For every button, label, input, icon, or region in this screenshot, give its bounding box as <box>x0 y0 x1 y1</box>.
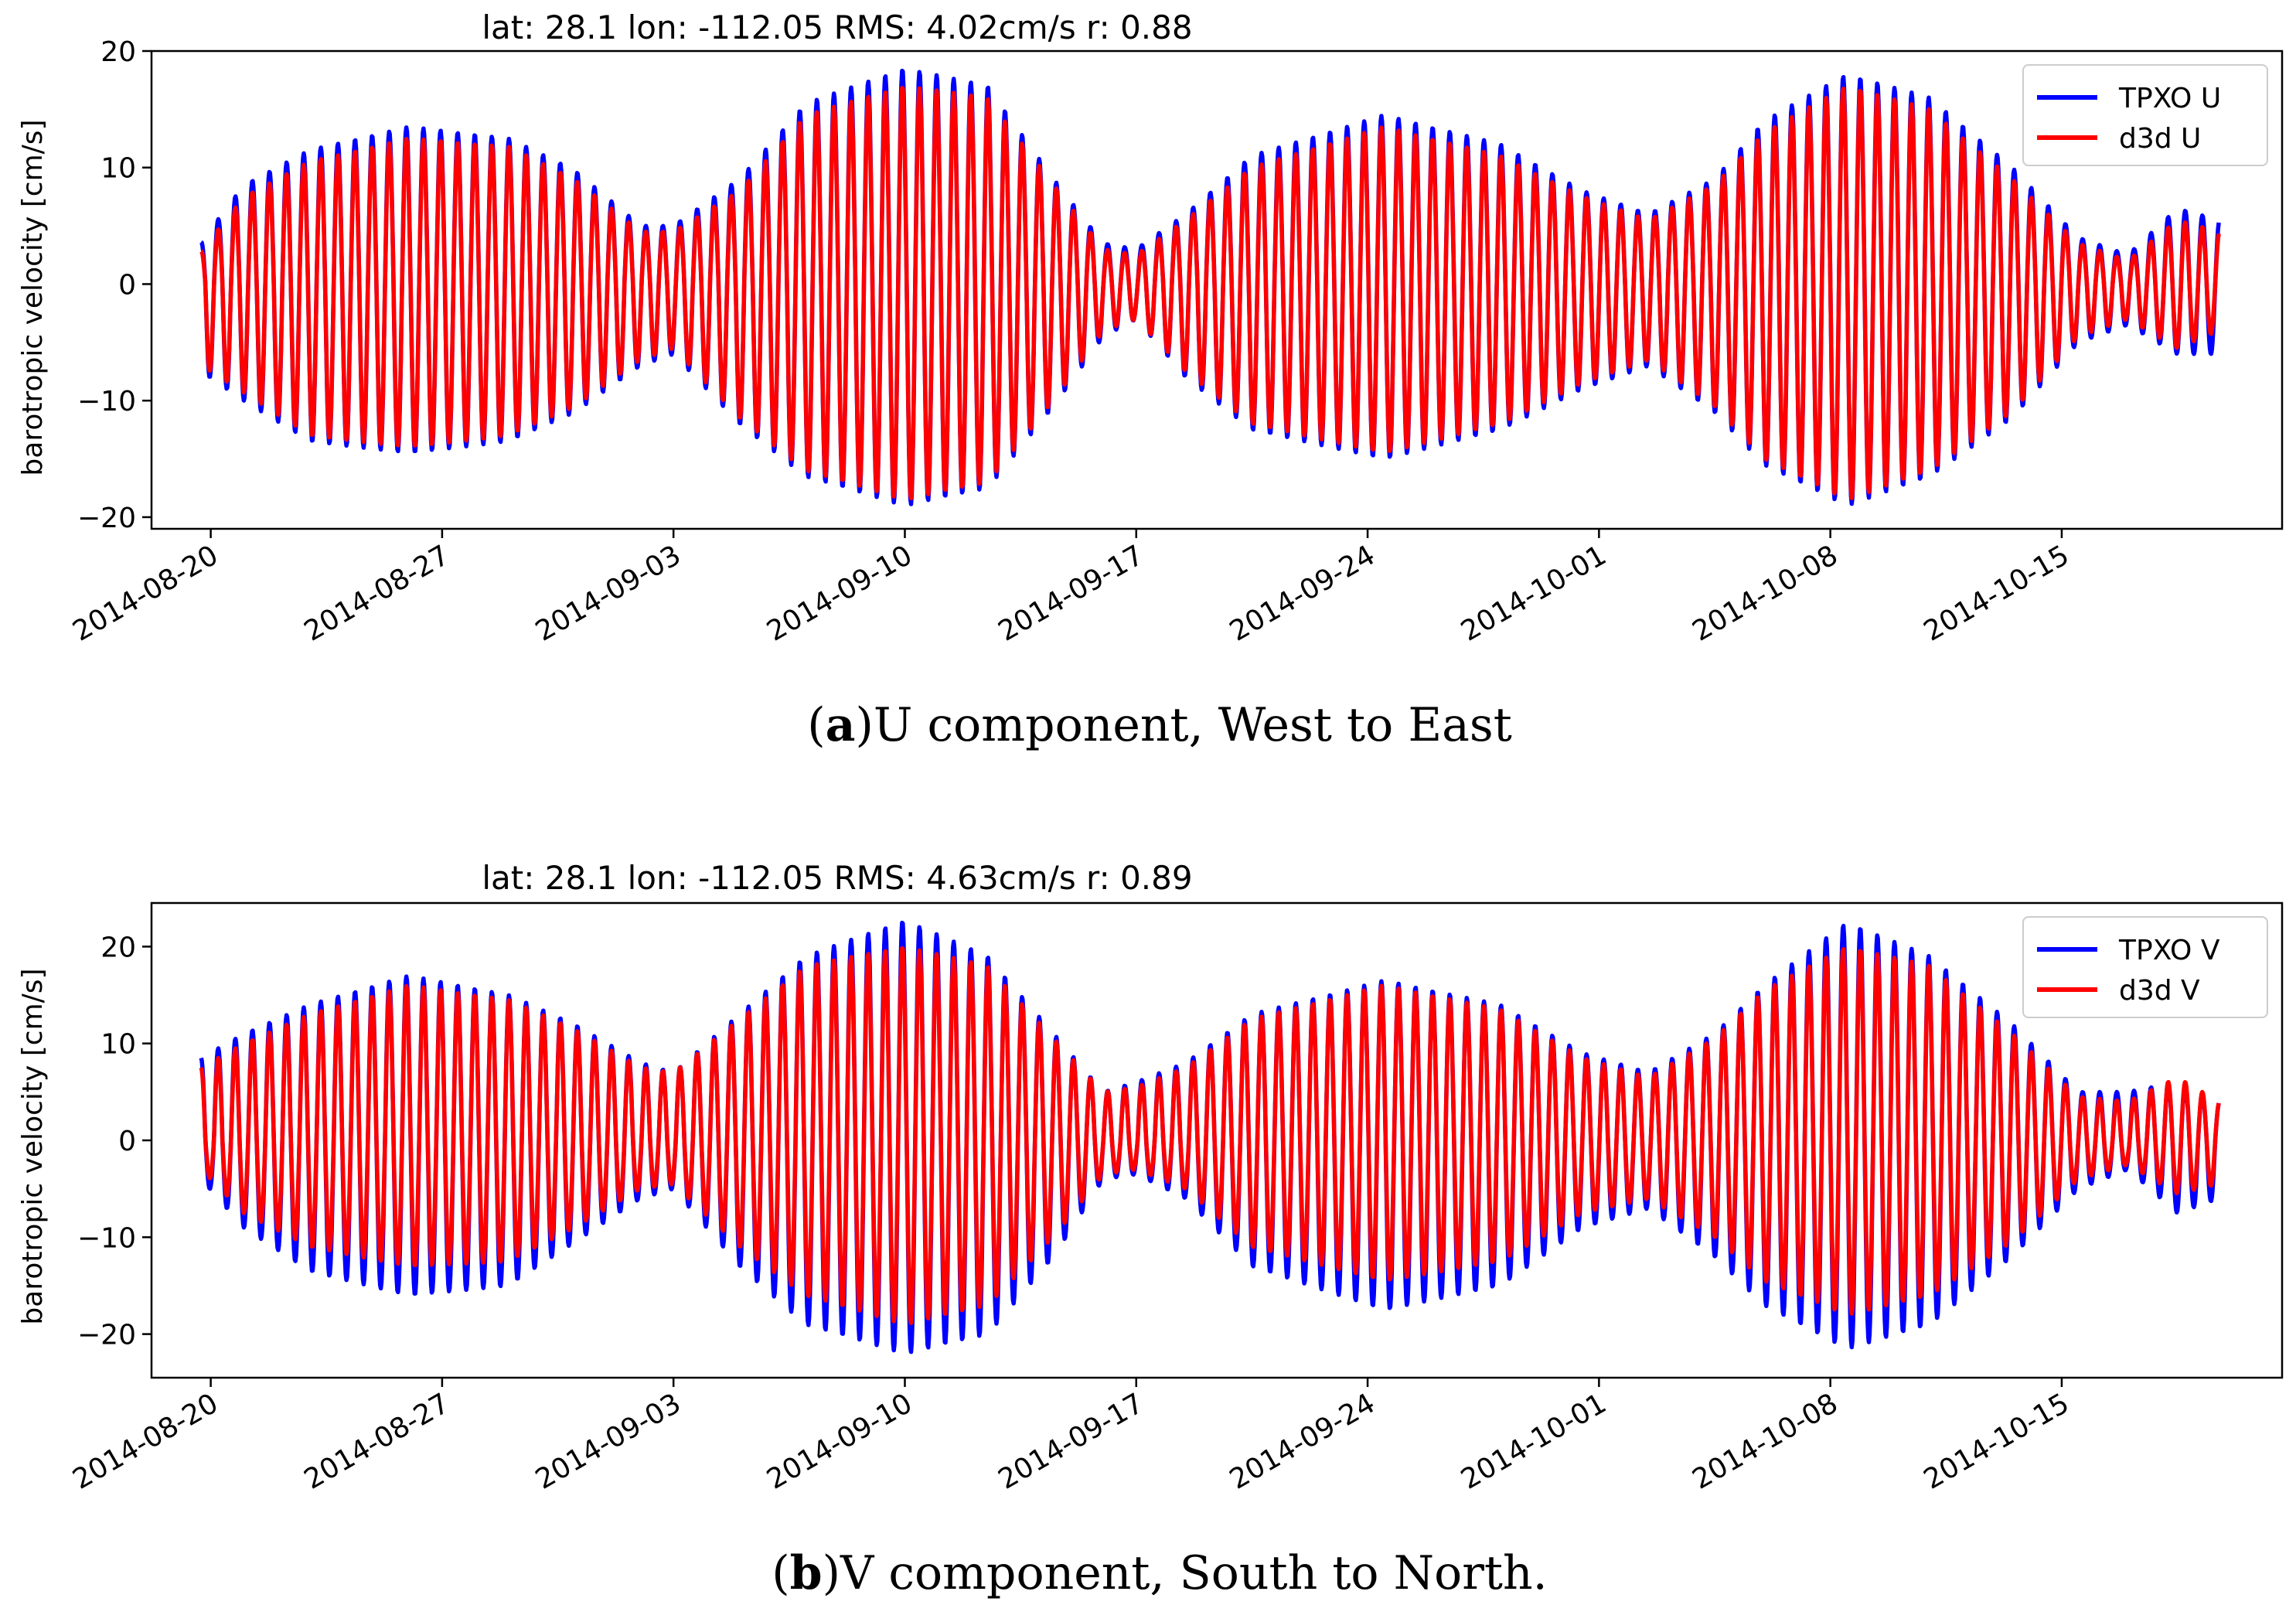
panel-b-title: lat: 28.1 lon: -112.05 RMS: 4.63cm/s r: … <box>482 859 1192 897</box>
series-line-d3d-u <box>199 86 2221 501</box>
x-tick-label: 2014-09-17 <box>993 1388 1150 1496</box>
x-tick-label: 2014-10-01 <box>1456 540 1612 648</box>
legend-label: d3d U <box>2119 123 2201 155</box>
y-tick-label: 20 <box>100 36 136 68</box>
y-tick-label: 10 <box>100 153 136 185</box>
y-tick-label: −20 <box>77 1320 136 1351</box>
x-tick-label: 2014-10-08 <box>1687 1388 1843 1496</box>
panel-b-caption-text: V component, South to North. <box>840 1546 1548 1600</box>
x-tick-label: 2014-10-15 <box>1919 1388 2075 1496</box>
y-tick-label: −20 <box>77 503 136 534</box>
x-tick-label: 2014-09-24 <box>1225 540 1381 648</box>
y-tick-label: 10 <box>100 1029 136 1061</box>
panel-a: lat: 28.1 lon: -112.05 RMS: 4.02cm/s r: … <box>17 9 2284 752</box>
x-tick-label: 2014-08-20 <box>67 540 223 648</box>
panel-b-caption: (b)V component, South to North. <box>772 1546 1548 1600</box>
panel-b-ylabel: barotropic velocity [cm/s] <box>17 968 49 1324</box>
y-tick-label: −10 <box>77 1222 136 1254</box>
y-tick-label: 0 <box>118 1126 136 1157</box>
y-tick-label: 20 <box>100 932 136 963</box>
x-tick-label: 2014-09-10 <box>761 1388 918 1496</box>
legend-label: TPXO U <box>2118 83 2221 114</box>
x-tick-label: 2014-08-27 <box>299 1388 455 1496</box>
y-tick-label: −10 <box>77 386 136 417</box>
panel-b: lat: 28.1 lon: -112.05 RMS: 4.63cm/s r: … <box>17 859 2284 1600</box>
y-tick-label: 0 <box>118 269 136 301</box>
panel-a-caption-text: U component, West to East <box>874 698 1512 752</box>
x-tick-label: 2014-09-03 <box>530 1388 686 1496</box>
x-tick-label: 2014-09-03 <box>530 540 686 648</box>
x-tick-label: 2014-08-20 <box>67 1388 223 1496</box>
panel-a-ylabel: barotropic velocity [cm/s] <box>17 119 49 475</box>
series-line-d3d-v <box>199 946 2221 1325</box>
legend-box <box>2022 64 2268 166</box>
x-tick-label: 2014-09-10 <box>761 540 918 648</box>
legend-label: d3d V <box>2119 975 2200 1007</box>
panel-b-caption-label: b <box>790 1546 823 1600</box>
legend-label: TPXO V <box>2118 935 2220 966</box>
plot-frame <box>150 49 2284 530</box>
x-tick-label: 2014-10-08 <box>1687 540 1843 648</box>
x-tick-label: 2014-09-17 <box>993 540 1150 648</box>
x-tick-label: 2014-10-15 <box>1919 540 2075 648</box>
x-tick-label: 2014-10-01 <box>1456 1388 1612 1496</box>
legend-box <box>2022 916 2268 1018</box>
panel-a-caption: (a)U component, West to East <box>807 698 1512 752</box>
x-tick-label: 2014-09-24 <box>1225 1388 1381 1496</box>
panel-a-title: lat: 28.1 lon: -112.05 RMS: 4.02cm/s r: … <box>482 9 1192 46</box>
panel-b-plot: 20 10 0 −10 −20 2014-08-20 2014-08-27 2014-09-0… <box>67 901 2284 1496</box>
panel-a-caption-label: a <box>826 698 856 752</box>
panel-a-plot: 20 10 0 −10 −20 2014-08-20 2014-08-27 2014-09-0… <box>67 36 2284 648</box>
x-tick-label: 2014-08-27 <box>299 540 455 648</box>
